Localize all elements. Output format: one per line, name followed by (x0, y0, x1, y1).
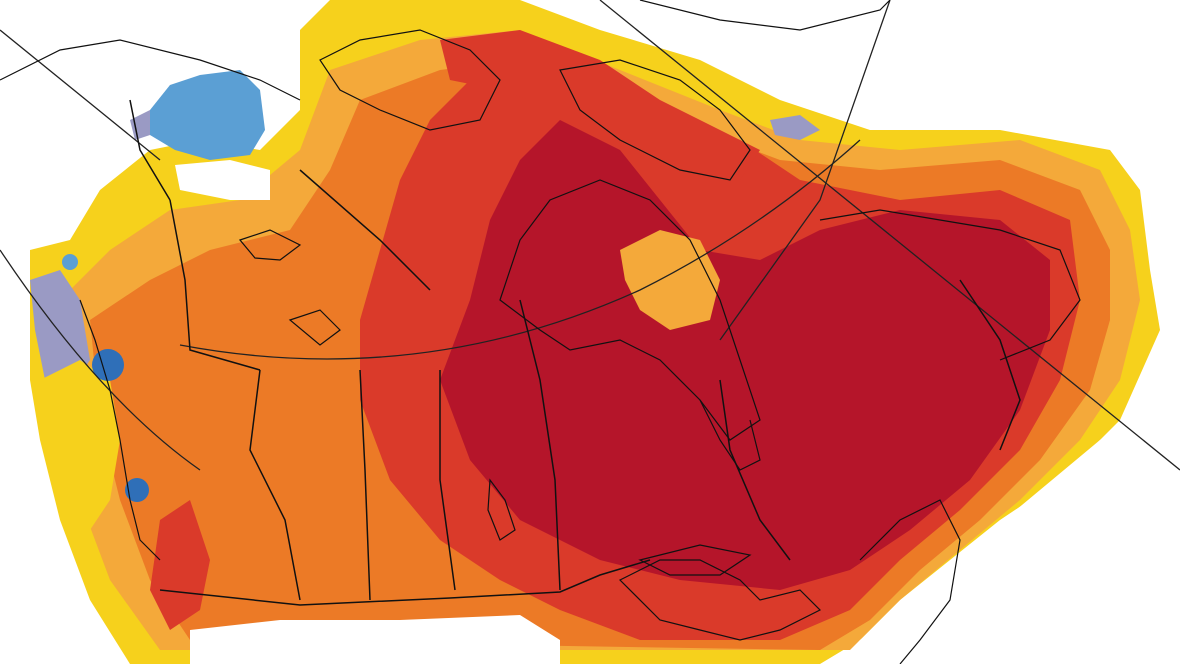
field-bc-red (150, 500, 210, 630)
field-alaska-lavender (130, 110, 150, 140)
coast-baffin (559, 59, 751, 181)
field-arctic-red (440, 30, 760, 180)
anomaly-fields (30, 0, 1180, 664)
coast-lake-superior (638, 544, 752, 576)
coast-west (79, 299, 161, 561)
coast-ne-us (859, 499, 961, 664)
field-blue-spot-2 (125, 478, 149, 502)
graticule-arc-2 (0, 249, 201, 471)
boundary-alberta-sask (359, 369, 371, 601)
boundary-yukon-bc (169, 199, 261, 371)
coast-hudson-bay (499, 179, 761, 441)
boundary-sask-manitoba (439, 370, 456, 591)
boundary-ontario-quebec (719, 379, 791, 561)
boundaries (129, 99, 1021, 606)
coast-great-slave (238, 229, 302, 261)
coast-james-bay (699, 399, 761, 471)
coast-arctic-islands (319, 29, 501, 131)
field-alaska-blue (150, 70, 265, 160)
graticule (0, 0, 1180, 471)
field-coast-yellow (40, 360, 120, 530)
field-south-clip (190, 615, 560, 664)
field-se-clip (840, 400, 1180, 664)
graticule-meridian-2 (719, 0, 891, 341)
boundary-bc-alberta (249, 369, 301, 601)
field-dark-red (440, 120, 1050, 590)
coast-greenland (639, 0, 891, 31)
boundary-us-canada (159, 559, 651, 606)
boundary-alaska-yukon (129, 99, 171, 201)
field-blue-spot-3 (62, 254, 78, 270)
coast-labrador (819, 209, 1081, 361)
boundary-quebec-labrador (959, 279, 1021, 451)
graticule-meridian-1 (599, 0, 1180, 471)
graticule-arc-1 (179, 139, 861, 360)
field-hudson-orange (620, 230, 720, 330)
coast-winnipeg (487, 478, 516, 541)
field-yukon-clip (175, 160, 270, 200)
coast-great-lakes (618, 559, 822, 641)
graticule-meridian-3 (0, 29, 161, 161)
boundary-nwt-nunavut (299, 169, 431, 291)
field-pnw-lavender (30, 270, 90, 390)
coast-great-bear (288, 309, 341, 346)
field-ne-lavender (770, 115, 820, 140)
coast-alaska (0, 39, 301, 101)
coastlines (0, 0, 1081, 664)
boundary-manitoba-ontario (519, 299, 561, 591)
